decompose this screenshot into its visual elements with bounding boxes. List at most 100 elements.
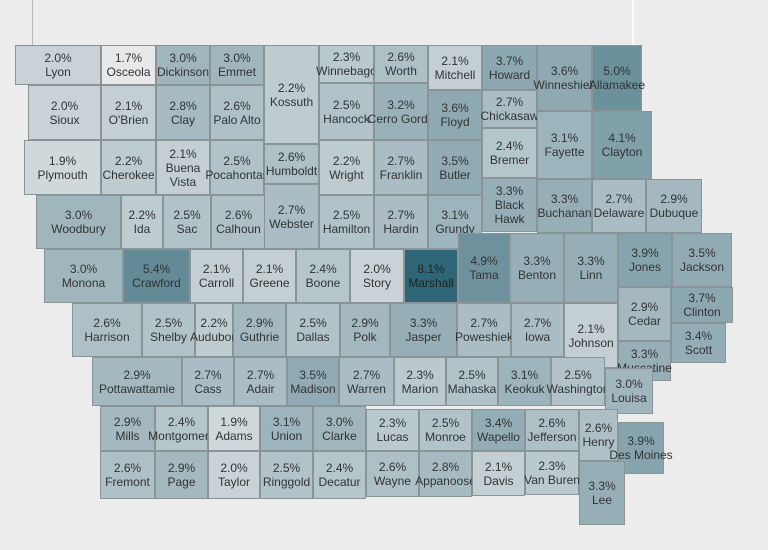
county-buchanan[interactable]: 3.3% Buchanan [537,179,592,233]
county-taylor[interactable]: 2.0% Taylor [208,451,260,499]
county-kossuth[interactable]: 2.2% Kossuth [264,45,319,144]
county-mills[interactable]: 2.9% Mills [100,406,155,451]
county-appanoose[interactable]: 2.8% Appanoose [415,451,476,497]
county-desmoines[interactable]: 3.9% Des Moines [609,422,673,474]
county-carroll[interactable]: 2.1% Carroll [190,249,243,303]
county-poweshiek[interactable]: 2.7% Poweshiek [455,303,513,357]
county-harrison[interactable]: 2.6% Harrison [72,303,142,357]
county-allamakee[interactable]: 5.0% Allamakee [589,45,645,111]
county-fayette[interactable]: 3.1% Fayette [537,111,592,179]
county-montgomery[interactable]: 2.4% Montgomery [148,406,215,451]
county-hancock[interactable]: 2.5% Hancock [319,83,374,140]
county-ringgold[interactable]: 2.5% Ringgold [260,451,313,499]
county-crawford[interactable]: 5.4% Crawford [123,249,190,303]
county-obrien[interactable]: 2.1% O'Brien [101,85,156,140]
county-buenavista[interactable]: 2.1% Buena Vista [156,140,210,195]
county-grundy[interactable]: 3.1% Grundy [428,195,482,249]
county-jackson[interactable]: 3.5% Jackson [672,233,732,287]
county-woodbury[interactable]: 3.0% Woodbury [36,195,121,249]
county-lee[interactable]: 3.3% Lee [579,461,625,525]
county-monroe[interactable]: 2.5% Monroe [419,409,472,451]
county-winnebago[interactable]: 2.3% Winnebago [316,45,377,83]
county-calhoun[interactable]: 2.6% Calhoun [211,195,266,249]
county-cedar[interactable]: 2.9% Cedar [618,287,671,341]
county-mitchell[interactable]: 2.1% Mitchell [428,45,482,90]
county-adair[interactable]: 2.7% Adair [234,357,287,406]
county-greene[interactable]: 2.1% Greene [243,249,296,303]
county-mahaska[interactable]: 2.5% Mahaska [446,357,498,406]
county-pottawattamie[interactable]: 2.9% Pottawattamie [92,357,182,406]
county-audubon[interactable]: 2.2% Audubon [190,303,238,357]
county-louisa[interactable]: 3.0% Louisa [605,368,653,414]
county-guthrie[interactable]: 2.9% Guthrie [233,303,286,357]
county-cass[interactable]: 2.7% Cass [182,357,234,406]
county-monona[interactable]: 3.0% Monona [44,249,123,303]
county-emmet[interactable]: 3.0% Emmet [210,45,264,85]
county-bremer[interactable]: 2.4% Bremer [482,128,537,178]
county-scott[interactable]: 3.4% Scott [671,323,726,363]
county-marshall[interactable]: 8.1% Marshall [404,249,458,303]
county-story[interactable]: 2.0% Story [350,249,404,303]
county-pocahontas[interactable]: 2.5% Pocahontas [205,140,269,195]
county-polk[interactable]: 2.9% Polk [340,303,390,357]
county-wright[interactable]: 2.2% Wright [319,140,374,195]
county-plymouth[interactable]: 1.9% Plymouth [24,140,101,195]
county-lyon[interactable]: 2.0% Lyon [15,45,101,85]
county-blackhawk[interactable]: 3.3% Black Hawk [482,178,537,232]
county-washington[interactable]: 2.5% Washington [547,357,609,406]
county-ida[interactable]: 2.2% Ida [121,195,163,249]
county-cherokee[interactable]: 2.2% Cherokee [101,140,156,195]
county-benton[interactable]: 3.3% Benton [510,233,564,303]
county-fremont[interactable]: 2.6% Fremont [100,451,155,499]
county-jefferson[interactable]: 2.6% Jefferson [525,409,579,451]
county-cerrogordo[interactable]: 3.2% Cerro Gordo [368,83,434,140]
county-marion[interactable]: 2.3% Marion [394,357,446,406]
county-butler[interactable]: 3.5% Butler [428,140,482,195]
county-clinton[interactable]: 3.7% Clinton [671,287,733,323]
county-humboldt[interactable]: 2.6% Humboldt [264,144,319,184]
county-value: 1.9% [48,153,77,168]
county-winneshiek[interactable]: 3.6% Winneshiek [533,45,596,111]
county-tama[interactable]: 4.9% Tama [458,233,510,303]
county-decatur[interactable]: 2.4% Decatur [313,451,366,499]
county-dubuque[interactable]: 2.9% Dubuque [646,179,702,233]
county-sac[interactable]: 2.5% Sac [163,195,211,249]
county-clay[interactable]: 2.8% Clay [156,85,210,140]
county-howard[interactable]: 3.7% Howard [482,45,537,90]
county-madison[interactable]: 3.5% Madison [287,357,339,406]
county-dallas[interactable]: 2.5% Dallas [286,303,340,357]
county-adams[interactable]: 1.9% Adams [208,406,260,451]
county-page[interactable]: 2.9% Page [155,451,208,499]
county-clayton[interactable]: 4.1% Clayton [592,111,652,179]
county-osceola[interactable]: 1.7% Osceola [101,45,156,85]
county-delaware[interactable]: 2.7% Delaware [592,179,646,233]
county-sioux[interactable]: 2.0% Sioux [28,85,101,140]
county-wapello[interactable]: 3.4% Wapello [472,409,525,451]
county-hamilton[interactable]: 2.5% Hamilton [319,195,374,249]
county-floyd[interactable]: 3.6% Floyd [428,90,482,140]
county-lucas[interactable]: 2.3% Lucas [366,409,419,451]
county-paloalto[interactable]: 2.6% Palo Alto [210,85,264,140]
county-webster[interactable]: 2.7% Webster [264,184,319,249]
county-boone[interactable]: 2.4% Boone [296,249,350,303]
county-hardin[interactable]: 2.7% Hardin [374,195,428,249]
county-name: Polk [353,330,377,344]
county-vanburen[interactable]: 2.3% Van Buren [524,451,580,495]
county-shelby[interactable]: 2.5% Shelby [142,303,195,357]
county-henry[interactable]: 2.6% Henry [579,409,618,461]
county-clarke[interactable]: 3.0% Clarke [313,406,366,451]
county-davis[interactable]: 2.1% Davis [472,451,525,496]
county-iowa[interactable]: 2.7% Iowa [511,303,564,357]
county-linn[interactable]: 3.3% Linn [564,233,618,303]
county-chickasaw[interactable]: 2.7% Chickasaw [480,90,539,128]
county-name: Johnson [568,335,614,350]
county-jasper[interactable]: 3.3% Jasper [390,303,457,357]
county-franklin[interactable]: 2.7% Franklin [374,140,428,195]
county-worth[interactable]: 2.6% Worth [374,45,428,83]
county-warren[interactable]: 2.7% Warren [339,357,394,406]
county-wayne[interactable]: 2.6% Wayne [366,451,419,497]
county-union[interactable]: 3.1% Union [260,406,313,451]
county-keokuk[interactable]: 3.1% Keokuk [498,357,551,406]
county-jones[interactable]: 3.9% Jones [618,233,672,287]
county-dickinson[interactable]: 3.0% Dickinson [156,45,210,85]
